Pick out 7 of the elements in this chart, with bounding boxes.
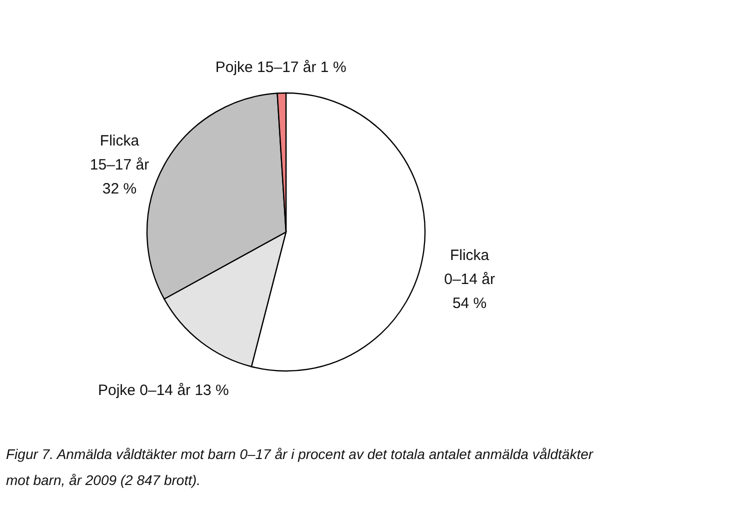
slice-label: Pojke 15–17 år 1 % (215, 59, 346, 76)
slice-label: Flicka 15–17 år (90, 132, 150, 174)
slice-label: Flicka 0–14 år (444, 247, 495, 288)
data-label: 32 % (102, 180, 137, 198)
data-label: 54 % (452, 295, 487, 312)
text: Figur 7. Anmälda våldtäkter mot barn 0–17 år i procent av det totala antalet anmälda våldtäkter mot barn, år 2009 (2 847 brott). (6, 446, 594, 488)
slice-label: Pojke 0–14 år 13 % (98, 382, 229, 400)
